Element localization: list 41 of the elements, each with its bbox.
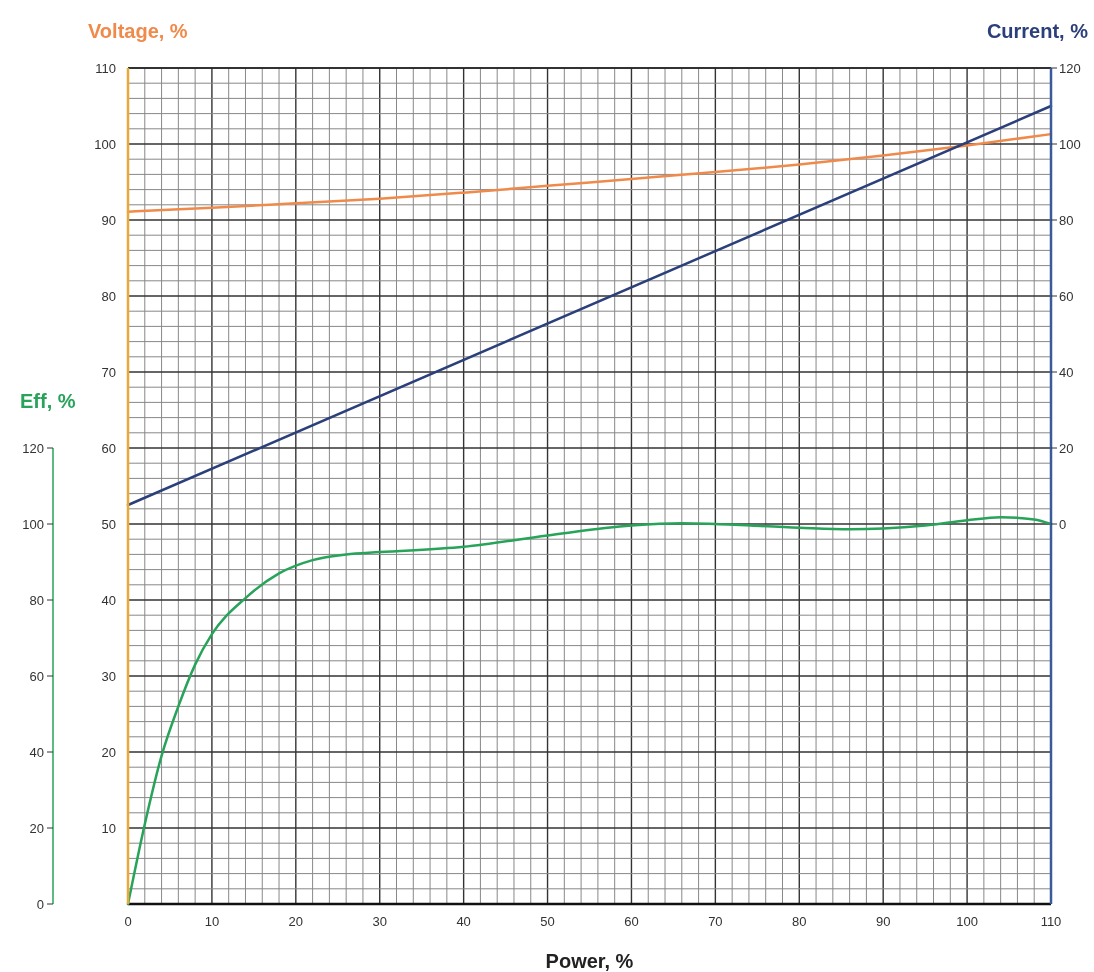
y3-tick-label: 80 (29, 592, 44, 608)
x-tick-label: 20 (288, 914, 304, 929)
y3-tick-label: 20 (29, 820, 44, 836)
x-tick-label: 90 (875, 914, 891, 929)
x-tick-label: 80 (792, 914, 807, 929)
y-tick-label: 30 (101, 668, 116, 684)
y2-tick-label: 20 (1059, 440, 1074, 456)
y2-tick-label: 40 (1059, 364, 1074, 380)
y2-tick-label: 0 (1059, 516, 1067, 532)
y-tick-label: 70 (101, 364, 116, 380)
x-tick-label: 110 (1040, 914, 1062, 929)
x-tick-label: 10 (204, 914, 220, 929)
y-tick-label: 40 (101, 592, 116, 608)
y2-tick-label: 100 (1059, 136, 1081, 152)
y-tick-label: 80 (101, 288, 116, 304)
y-tick-label: 50 (101, 516, 116, 532)
y3-tick-label: 40 (29, 744, 44, 760)
y-tick-label: 110 (95, 60, 116, 76)
y3-tick-label: 100 (22, 516, 44, 532)
x-axis-title: Power, % (545, 950, 634, 972)
y3-tick-label: 60 (29, 668, 44, 684)
x-tick-label: 70 (708, 914, 723, 929)
y-tick-label: 100 (94, 136, 116, 152)
x-tick-label: 50 (540, 914, 555, 929)
y2-tick-label: 120 (1059, 60, 1081, 76)
y-tick-label: 10 (101, 820, 116, 836)
y-tick-label: 90 (101, 212, 116, 228)
y3-axis-title: Eff, % (20, 390, 76, 412)
x-tick-label: 100 (956, 914, 978, 929)
y-axis-title: Voltage, % (88, 20, 188, 42)
y2-tick-label: 60 (1059, 288, 1074, 304)
y2-tick-label: 80 (1059, 212, 1074, 228)
x-tick-label: 0 (124, 914, 132, 929)
y3-tick-label: 0 (36, 896, 44, 912)
y3-tick-label: 120 (22, 440, 44, 456)
x-tick-label: 30 (372, 914, 387, 929)
x-tick-label: 40 (456, 914, 471, 929)
y-tick-label: 20 (101, 744, 116, 760)
y-tick-label: 60 (101, 440, 116, 456)
x-tick-label: 60 (624, 914, 639, 929)
y2-axis-title: Current, % (986, 20, 1089, 42)
